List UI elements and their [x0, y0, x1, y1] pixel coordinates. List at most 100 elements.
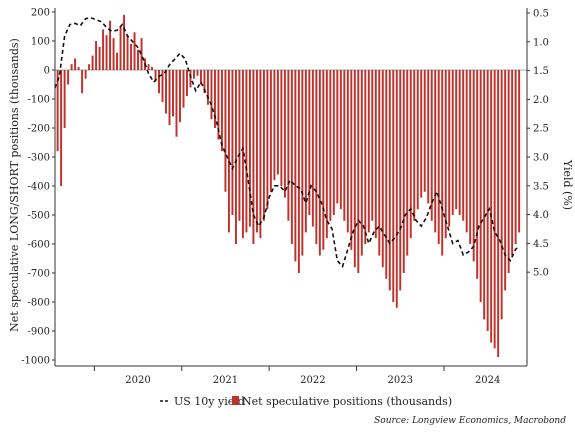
bar: [297, 70, 300, 273]
bar: [133, 32, 136, 70]
left-tick-label: -600: [28, 240, 50, 251]
bar: [102, 29, 105, 70]
bar: [151, 67, 153, 70]
bar: [224, 70, 227, 192]
bar: [311, 70, 314, 227]
bar: [378, 70, 381, 256]
bar: [308, 70, 311, 215]
legend-positions-label: Net speculative positions (thousands): [242, 395, 452, 408]
bar: [448, 70, 451, 227]
x-tick-label: 2023: [388, 375, 413, 386]
bar: [193, 70, 195, 79]
left-tick-label: -300: [28, 153, 50, 164]
bar: [462, 70, 465, 221]
source-note: Source: Longview Economics, Macrobond: [374, 416, 566, 426]
bar: [245, 70, 248, 233]
bar: [123, 14, 126, 70]
bar: [280, 70, 283, 186]
bar: [360, 70, 363, 256]
bar: [427, 70, 430, 204]
bar: [259, 70, 262, 239]
bar: [213, 70, 216, 128]
left-tick-label: -200: [28, 124, 50, 135]
bar: [395, 70, 398, 308]
bar: [63, 70, 66, 128]
bar: [84, 70, 87, 79]
left-tick-label: -100: [28, 95, 50, 106]
bar: [67, 70, 70, 85]
bar: [283, 70, 286, 198]
bar: [220, 70, 223, 152]
bar: [203, 70, 206, 94]
left-axis-title: Net speculative LONG/SHORT positions (th…: [8, 38, 21, 332]
bar: [294, 70, 297, 262]
bar: [109, 20, 112, 70]
bar: [511, 70, 514, 256]
bar: [210, 70, 213, 120]
bar: [402, 70, 405, 273]
bar: [161, 70, 164, 102]
bar: [353, 70, 356, 268]
bar: [147, 64, 150, 70]
line-series-us-10y-yield: [54, 16, 520, 269]
bar: [81, 70, 84, 94]
bar: [158, 70, 160, 94]
legend: US 10y yield Net speculative positions (…: [160, 395, 452, 408]
x-axis-ticks: 2020 2021 2022 2023 2024: [93, 366, 500, 386]
bar: [241, 70, 244, 239]
bar: [315, 70, 318, 244]
bar: [493, 70, 496, 349]
bar: [182, 70, 185, 108]
left-tick-label: 100: [31, 37, 50, 48]
bar: [199, 70, 202, 85]
right-tick-label: 4.0: [533, 210, 549, 221]
right-tick-label: 2.5: [533, 124, 549, 135]
bar: [518, 70, 521, 233]
bar: [336, 70, 339, 204]
bar: [322, 70, 325, 250]
bar: [130, 43, 133, 70]
left-tick-label: 200: [31, 8, 50, 19]
left-tick-label: 0: [44, 66, 50, 77]
bar: [227, 70, 230, 233]
left-tick-label: -400: [28, 182, 50, 193]
right-tick-label: 5.0: [533, 268, 549, 279]
right-tick-label: 2.0: [533, 95, 549, 106]
bar: [469, 70, 472, 244]
bar: [105, 35, 108, 70]
bar: [179, 70, 181, 123]
bar: [385, 70, 388, 279]
bar: [350, 70, 353, 250]
bar: [165, 70, 167, 114]
bar: [88, 64, 91, 70]
bar: [476, 70, 479, 279]
left-tick-label: -700: [28, 269, 50, 280]
left-tick-label: -500: [28, 211, 50, 222]
bar: [276, 70, 279, 175]
x-tick-label: 2024: [475, 375, 500, 386]
bar: [441, 70, 444, 256]
bar: [140, 38, 143, 70]
bar: [137, 49, 140, 70]
bar: [490, 70, 493, 343]
x-tick-label: 2021: [213, 375, 238, 386]
bar: [186, 70, 188, 97]
bar: [381, 70, 384, 268]
bar: [56, 70, 59, 152]
bar: [451, 70, 454, 215]
bar: [332, 70, 335, 215]
bar: [420, 70, 423, 198]
legend-yield-label: US 10y yield: [174, 395, 245, 408]
bar: [189, 70, 192, 88]
bar: [374, 70, 377, 239]
bar: [399, 70, 402, 291]
bar: [444, 70, 447, 239]
bar: [206, 70, 209, 105]
left-tick-label: -900: [28, 327, 50, 338]
left-axis-ticks: 200 100 0 -100 -200 -300 -400 -500 -600 -700 -800 -…: [21, 8, 55, 367]
bar: [507, 70, 510, 273]
bar: [112, 38, 115, 70]
bar: [301, 70, 304, 256]
bar: [483, 70, 486, 320]
bar: [234, 70, 237, 244]
